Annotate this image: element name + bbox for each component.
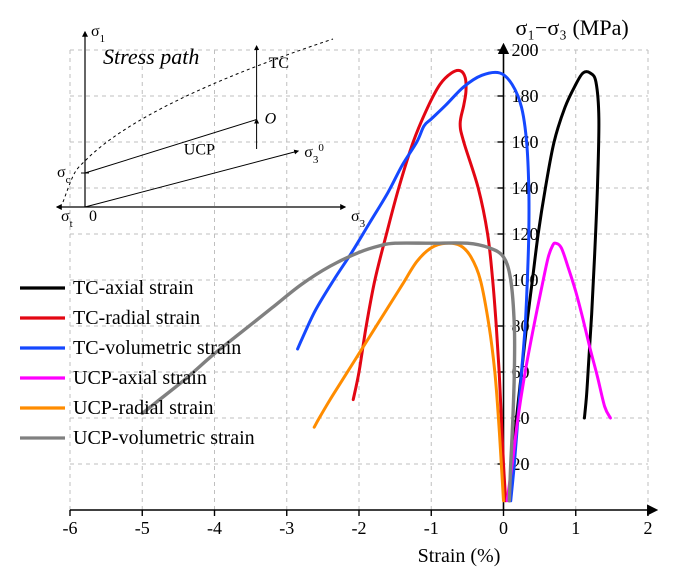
legend-label: UCP-volumetric strain	[73, 427, 255, 449]
chart-canvas: -6-5-4-3-2-10122040608010012014016018020…	[0, 0, 685, 587]
inset-label-UCP: UCP	[184, 142, 215, 159]
x-tick-label: -2	[352, 518, 367, 538]
x-axis-label: Strain (%)	[418, 545, 501, 567]
y-axis-label: σ₁−σ₃ (MPa)	[516, 15, 629, 40]
y-tick-label: 200	[512, 40, 539, 60]
inset-label-zero: 0	[89, 208, 97, 225]
legend-label: UCP-axial strain	[73, 367, 207, 389]
x-tick-label: 2	[644, 518, 653, 538]
x-tick-label: 0	[499, 518, 508, 538]
x-tick-label: -1	[424, 518, 439, 538]
legend-label: UCP-radial strain	[73, 397, 214, 419]
inset-label-TC: TC	[269, 55, 289, 72]
inset-title: Stress path	[103, 44, 199, 69]
legend-label: TC-volumetric strain	[73, 337, 241, 359]
x-tick-label: -6	[63, 518, 78, 538]
x-tick-label: 1	[571, 518, 580, 538]
y-tick-label: 140	[512, 178, 539, 198]
inset-label-O: O	[265, 111, 277, 128]
x-tick-label: -4	[207, 518, 222, 538]
y-tick-label: 120	[512, 224, 539, 244]
x-tick-label: -5	[135, 518, 150, 538]
legend-label: TC-axial strain	[73, 277, 194, 299]
legend-label: TC-radial strain	[73, 307, 200, 329]
x-tick-label: -3	[279, 518, 294, 538]
